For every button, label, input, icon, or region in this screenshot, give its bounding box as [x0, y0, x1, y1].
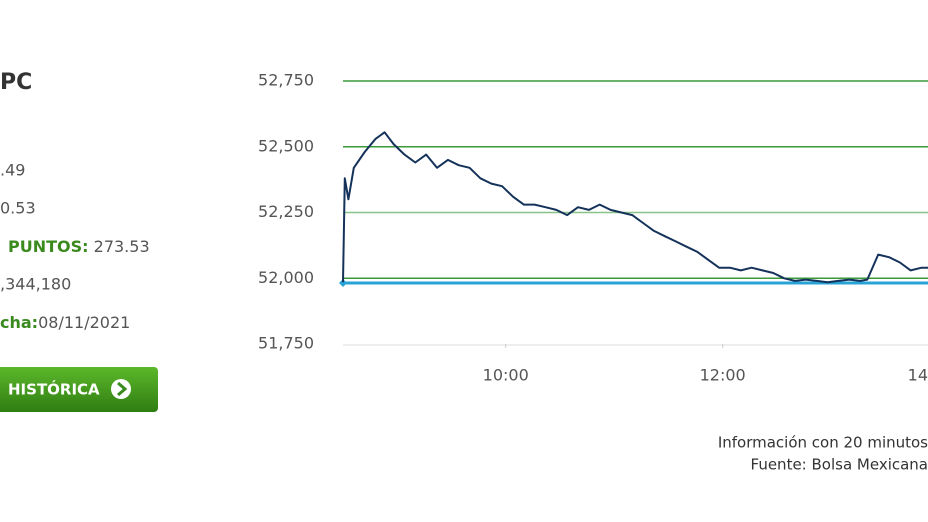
index-title: PC	[0, 70, 32, 95]
button-label[interactable]: HISTÓRICA	[8, 380, 100, 399]
price-line	[342, 131, 928, 284]
date-label: cha:	[0, 313, 38, 332]
x-tick-label: 10:00	[483, 366, 529, 385]
plot-bottom	[343, 344, 928, 346]
button-icon[interactable]	[111, 379, 131, 399]
historic-button[interactable]: HISTÓRICA	[0, 367, 158, 412]
button-arrow[interactable]	[117, 381, 128, 397]
points-label: PUNTOS:	[8, 237, 89, 256]
y-tick-label: 52,000	[258, 268, 314, 287]
date: cha:08/11/2021	[0, 313, 130, 332]
y-tick-label: 51,750	[258, 334, 314, 353]
points-value: 273.53	[89, 237, 150, 256]
y-tick-label: 52,250	[258, 202, 314, 221]
change: 0.53	[0, 199, 36, 218]
y-tick-label: 52,750	[258, 71, 314, 90]
x-tick-label: 14	[908, 366, 928, 385]
footnote: Información con 20 minutos	[718, 434, 928, 452]
date-value: 08/11/2021	[38, 313, 130, 332]
reference-marker	[339, 278, 347, 287]
x-tick-label: 12:00	[700, 366, 746, 385]
y-tick-label: 52,500	[258, 136, 314, 155]
footnote: Fuente: Bolsa Mexicana	[751, 456, 928, 474]
button-bg[interactable]	[0, 367, 158, 412]
points: PUNTOS: 273.53	[8, 237, 150, 256]
price: .49	[0, 161, 25, 180]
volume: ,344,180	[0, 275, 71, 294]
